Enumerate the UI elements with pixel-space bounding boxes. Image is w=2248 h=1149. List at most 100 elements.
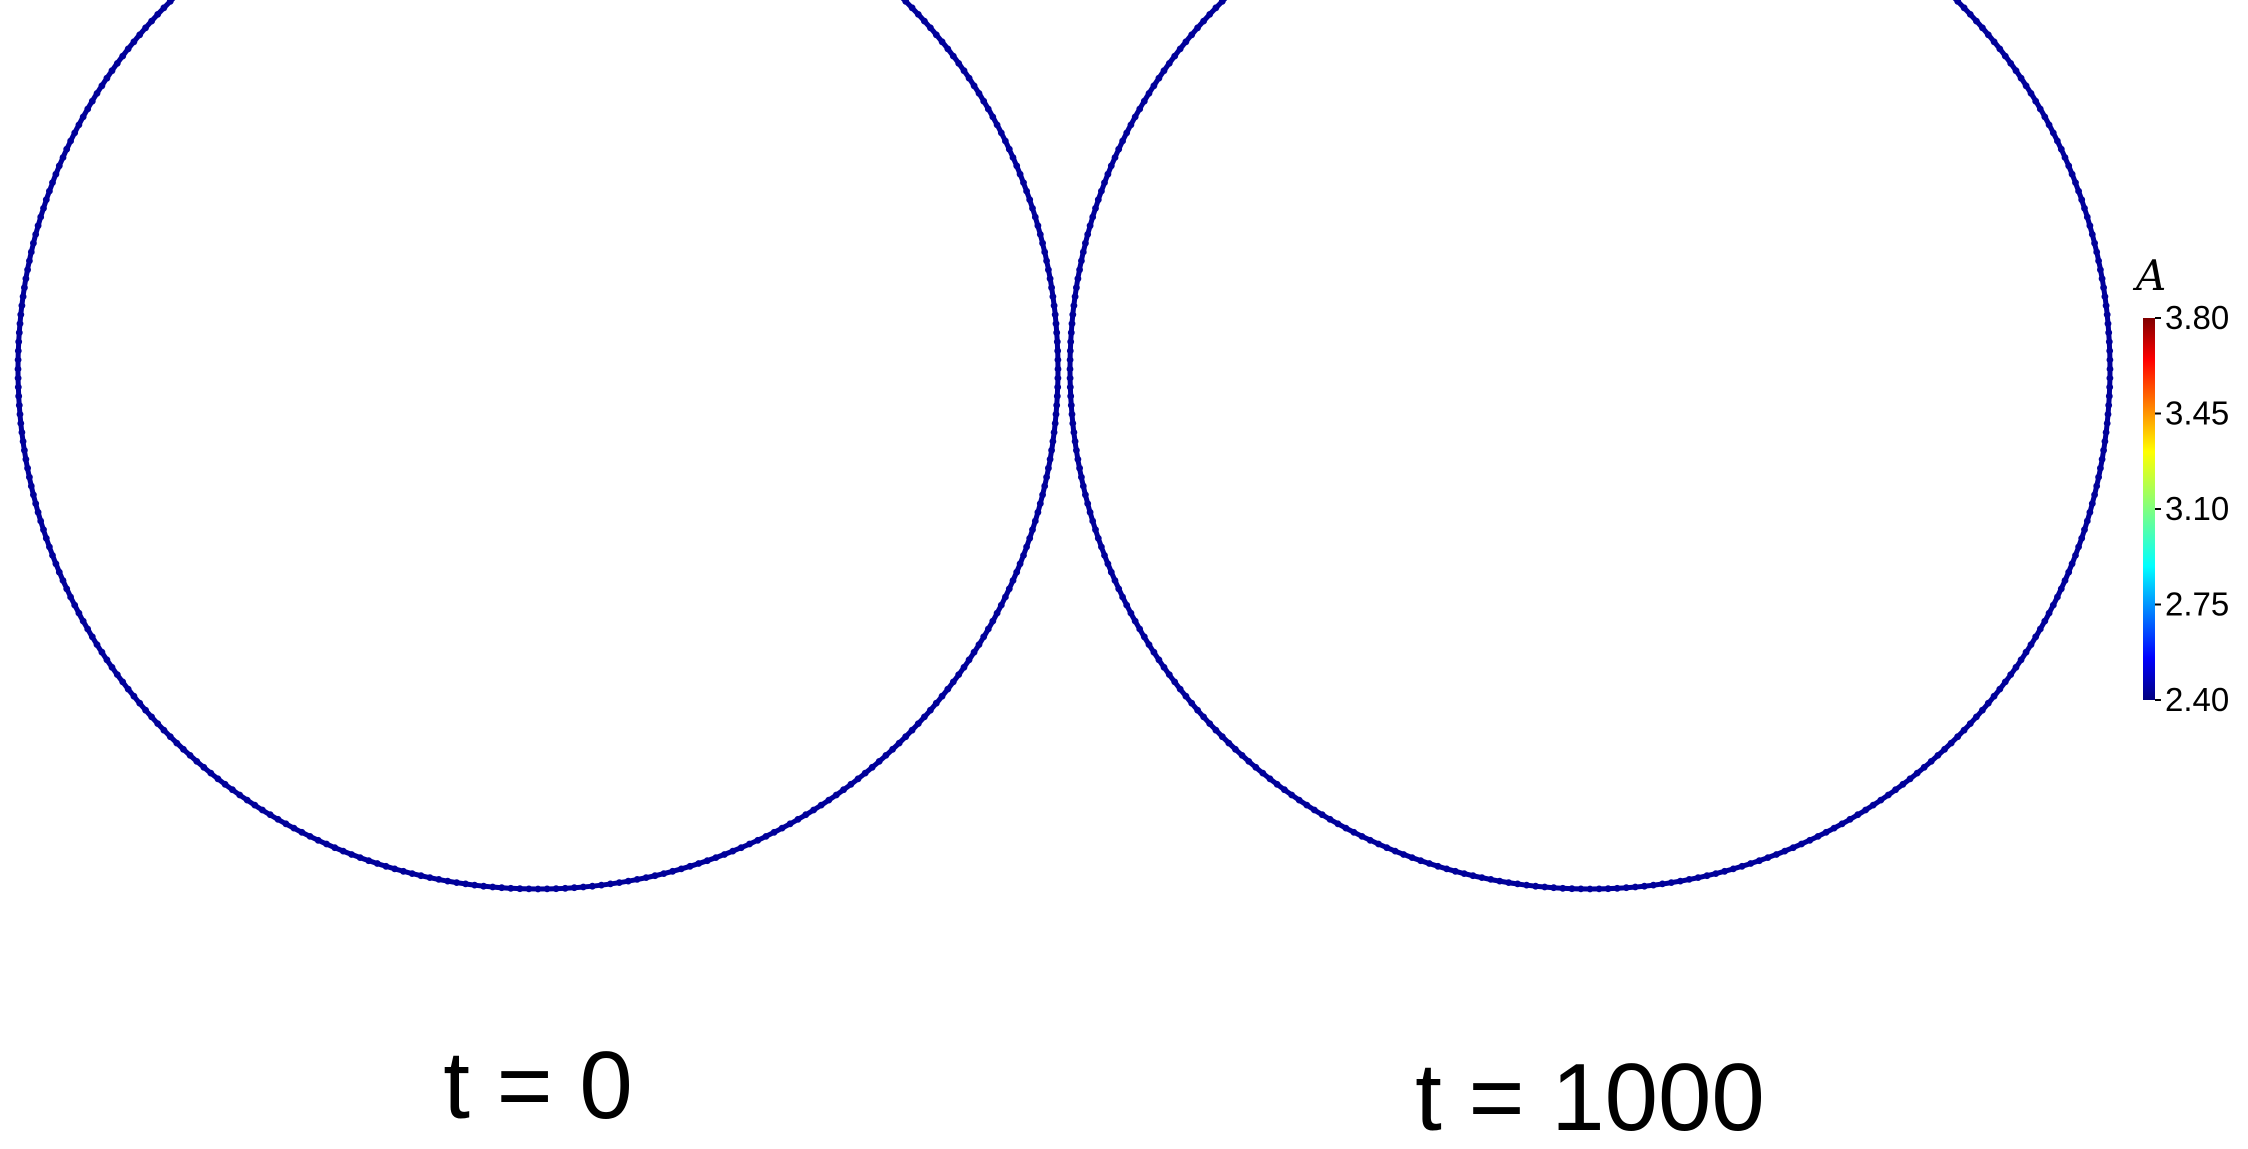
- boundary-particle: [1071, 293, 1079, 300]
- boundary-particle: [1039, 239, 1046, 247]
- boundary-particle: [148, 17, 156, 25]
- boundary-particle: [2017, 74, 2025, 82]
- boundary-particle: [932, 31, 940, 39]
- boundary-particle: [154, 720, 162, 727]
- boundary-particle: [22, 275, 30, 283]
- boundary-particle: [1031, 213, 1039, 221]
- boundary-particle: [391, 865, 399, 873]
- boundary-particle: [1667, 879, 1675, 886]
- boundary-particle: [2088, 231, 2096, 238]
- boundary-particle: [984, 105, 992, 113]
- colorbar-tick-label: 2.40: [2165, 681, 2229, 718]
- boundary-particle: [103, 656, 111, 664]
- boundary-particle: [166, 0, 174, 5]
- boundary-particle: [980, 97, 988, 105]
- boundary-particle: [1050, 302, 1058, 309]
- boundary-particle: [1101, 552, 1108, 559]
- boundary-particle: [525, 885, 533, 893]
- boundary-particle: [1066, 365, 1074, 373]
- boundary-particle: [160, 726, 168, 734]
- boundary-particle: [259, 806, 266, 814]
- boundary-particle: [16, 320, 24, 328]
- boundary-particle: [1941, 745, 1948, 753]
- boundary-particle: [997, 129, 1005, 137]
- boundary-particle: [1098, 543, 1105, 551]
- boundary-particle: [2057, 145, 2065, 153]
- boundary-particle: [1232, 745, 1239, 753]
- boundary-particle: [1068, 410, 1076, 418]
- boundary-particle: [14, 347, 22, 355]
- boundary-particle: [721, 851, 728, 858]
- boundary-particle: [130, 692, 138, 700]
- boundary-particle: [1366, 836, 1374, 844]
- boundary-particle: [243, 796, 251, 804]
- boundary-particle: [1074, 455, 1082, 463]
- boundary-particle: [435, 876, 443, 883]
- boundary-particle: [1082, 491, 1089, 499]
- boundary-particle: [1650, 881, 1657, 889]
- boundary-particle: [1069, 311, 1077, 318]
- boundary-particle: [1089, 517, 1097, 525]
- boundary-particle: [14, 374, 22, 382]
- boundary-particle: [1066, 356, 1074, 364]
- boundary-particle: [1016, 170, 1024, 178]
- boundary-particle: [970, 648, 978, 656]
- boundary-particle: [2103, 311, 2111, 318]
- boundary-particle: [1052, 410, 1060, 418]
- boundary-particle: [534, 885, 542, 893]
- boundary-particle: [1334, 820, 1342, 828]
- boundary-particle: [79, 113, 87, 121]
- boundary-particle: [1048, 446, 1055, 454]
- boundary-particle: [417, 872, 425, 880]
- boundary-particle: [2078, 534, 2086, 542]
- boundary-particle: [1729, 865, 1737, 873]
- boundary-particle: [944, 45, 952, 53]
- boundary-particle: [1913, 769, 1921, 777]
- boundary-particle: [1136, 105, 1144, 113]
- boundary-particle: [88, 633, 96, 641]
- boundary-particle: [1165, 60, 1173, 67]
- boundary-particle: [2027, 90, 2035, 97]
- boundary-particle: [1069, 420, 1077, 427]
- boundary-particle: [113, 60, 121, 67]
- boundary-particle: [1764, 854, 1772, 861]
- boundary-particle: [1023, 543, 1030, 551]
- boundary-particle: [24, 266, 31, 274]
- boundary-particle: [1417, 857, 1425, 865]
- boundary-particle: [1478, 874, 1486, 881]
- boundary-particle: [124, 45, 132, 53]
- boundary-particle: [1115, 145, 1123, 153]
- boundary-particle: [861, 769, 869, 777]
- boundary-particle: [965, 656, 973, 664]
- boundary-particle: [695, 860, 703, 867]
- boundary-particle: [1020, 179, 1027, 187]
- boundary-particle: [2106, 383, 2114, 391]
- boundary-particle: [1045, 464, 1052, 472]
- boundary-particle: [426, 874, 434, 881]
- boundary-particle: [1920, 763, 1928, 771]
- boundary-particle: [1094, 196, 1102, 204]
- boundary-particle: [49, 179, 56, 187]
- boundary-particle: [2032, 97, 2040, 105]
- boundary-particle: [323, 840, 330, 848]
- boundary-ring-t0: [14, 0, 1062, 893]
- boundary-particle: [2022, 82, 2030, 90]
- boundary-particle: [746, 840, 753, 848]
- boundary-particle: [2057, 585, 2065, 593]
- boundary-particle: [1505, 879, 1513, 886]
- boundary-particle: [193, 758, 201, 765]
- boundary-particle: [1046, 275, 1054, 283]
- boundary-particle: [88, 97, 96, 105]
- boundary-particle: [37, 517, 45, 525]
- boundary-particle: [71, 129, 79, 137]
- boundary-particle: [914, 720, 922, 727]
- boundary-particle: [1806, 836, 1814, 844]
- boundary-particle: [200, 763, 208, 771]
- boundary-particle: [290, 824, 298, 832]
- boundary-particle: [1973, 17, 1980, 25]
- boundary-particle: [480, 882, 487, 890]
- boundary-particle: [984, 625, 992, 633]
- boundary-particle: [1171, 52, 1179, 60]
- boundary-particle: [1092, 526, 1099, 534]
